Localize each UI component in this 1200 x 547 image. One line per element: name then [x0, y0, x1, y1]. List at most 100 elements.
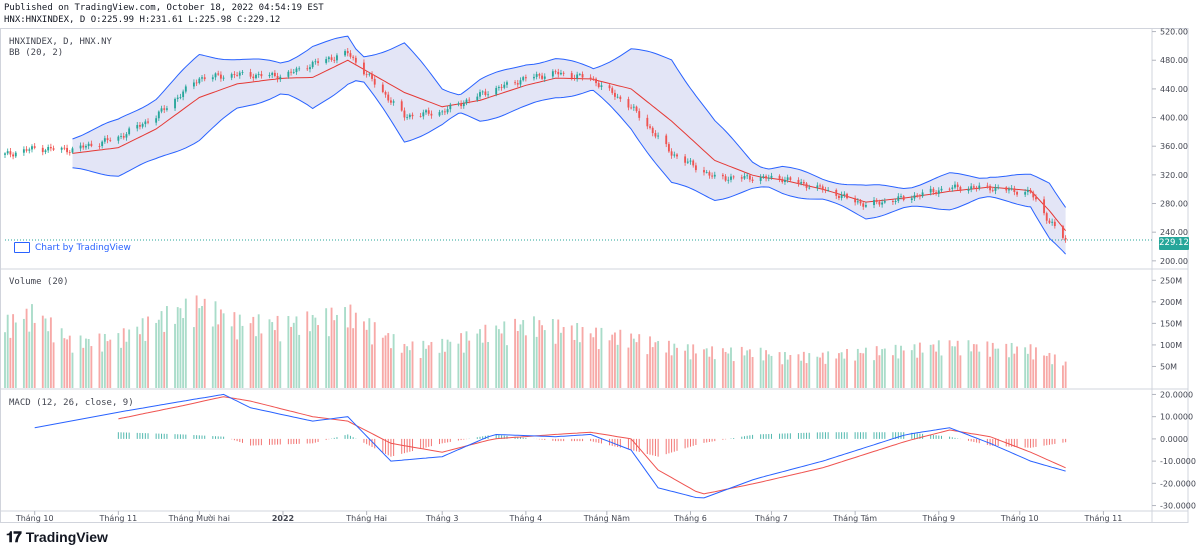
- volume-bar: [805, 363, 808, 388]
- volume-bar: [344, 307, 346, 388]
- volume-bar: [635, 342, 638, 388]
- candle-up: [997, 187, 1000, 189]
- volume-bar: [514, 318, 517, 388]
- volume-bar: [894, 344, 897, 388]
- volume-bar: [570, 325, 573, 388]
- volume-bar: [840, 352, 843, 388]
- volume-bar: [260, 333, 263, 388]
- volume-bar: [28, 331, 31, 388]
- volume-bar: [14, 322, 17, 388]
- candle-up: [71, 148, 74, 153]
- price-tick-label: 200.00: [1160, 257, 1188, 266]
- candle-up: [705, 172, 708, 173]
- volume-bar: [797, 354, 800, 388]
- candle-up: [1024, 192, 1027, 195]
- candle-up: [519, 80, 522, 85]
- candle-up: [176, 97, 179, 99]
- candle-up: [689, 160, 692, 162]
- candle-down: [765, 176, 768, 179]
- candle-down: [217, 73, 220, 75]
- candle-down: [989, 185, 992, 191]
- price-tick-label: 400.00: [1160, 114, 1188, 123]
- macd-line: [34, 393, 1066, 499]
- candle-down: [619, 96, 622, 100]
- price-tick-label: 520.00: [1160, 28, 1188, 37]
- volume-bar: [751, 357, 754, 388]
- macd-tick-label: -30.0000: [1160, 502, 1196, 511]
- volume-bar: [309, 331, 311, 388]
- volume-bar: [918, 342, 921, 388]
- volume-bar: [802, 351, 805, 388]
- candle-up: [894, 200, 897, 203]
- volume-bar: [967, 340, 970, 388]
- volume-bar: [457, 343, 460, 388]
- candle-down: [918, 195, 921, 197]
- time-tick-label: Tháng 4: [509, 514, 543, 523]
- volume-bar: [408, 350, 411, 388]
- volume-bar: [9, 337, 12, 388]
- candle-down: [986, 185, 989, 187]
- time-tick-label: Tháng Mười hai: [168, 513, 230, 523]
- volume-bar: [106, 341, 109, 388]
- candle-down: [835, 189, 838, 196]
- volume-bar: [835, 358, 838, 388]
- candle-down: [1013, 188, 1016, 193]
- candle-up: [457, 103, 460, 105]
- volume-bar: [144, 340, 147, 388]
- candle-down: [1035, 197, 1037, 200]
- candle-down: [878, 201, 881, 205]
- volume-bar: [821, 352, 824, 388]
- candle-down: [33, 146, 36, 148]
- symbol-line: HNX:HNXINDEX, D O:225.99 H:231.61 L:225.…: [4, 15, 281, 25]
- volume-bar: [654, 342, 657, 388]
- candle-up: [117, 136, 120, 141]
- candle-down: [249, 72, 252, 77]
- volume-bar: [443, 351, 446, 388]
- volume-bar: [184, 298, 187, 388]
- volume-bar: [1043, 355, 1045, 388]
- volume-bar: [117, 333, 120, 388]
- candle-up: [856, 201, 859, 203]
- volume-bar: [222, 313, 225, 388]
- volume-tick-label: 50M: [1160, 362, 1177, 371]
- volume-bar: [913, 344, 916, 388]
- volume-bar: [109, 339, 112, 388]
- volume-bar: [649, 336, 651, 388]
- candle-up: [179, 97, 182, 98]
- candle-down: [694, 165, 697, 171]
- tradingview-brand[interactable]: 𝟏𝟕 TradingView: [6, 528, 108, 546]
- volume-bar: [411, 341, 414, 388]
- candle-up: [481, 91, 484, 93]
- candle-up: [28, 149, 31, 151]
- volume-bar: [155, 322, 158, 388]
- volume-bar: [363, 321, 365, 388]
- candle-up: [449, 104, 452, 110]
- candle-down: [419, 116, 422, 117]
- candle-up: [4, 153, 6, 155]
- candle-down: [147, 121, 149, 123]
- volume-bar: [276, 315, 279, 388]
- candle-up: [770, 175, 773, 178]
- candle-up: [921, 192, 924, 197]
- volume-bar: [449, 341, 452, 388]
- volume-bar: [325, 308, 328, 388]
- candle-down: [854, 198, 857, 203]
- candle-up: [808, 187, 811, 189]
- volume-bar: [670, 355, 673, 388]
- candle-up: [214, 73, 217, 78]
- chart-icon: [14, 242, 30, 253]
- volume-bar: [873, 360, 875, 388]
- chart-by-tradingview[interactable]: Chart by TradingView: [14, 242, 131, 253]
- candle-up: [6, 151, 9, 154]
- volume-bar: [255, 336, 257, 388]
- volume-bar: [182, 318, 185, 388]
- candle-down: [646, 117, 649, 127]
- time-tick-label: Tháng 10: [15, 514, 54, 523]
- volume-bar: [128, 329, 131, 388]
- volume-bar: [997, 348, 1000, 388]
- candle-up: [309, 67, 311, 70]
- volume-bar: [427, 345, 430, 388]
- volume-bar: [956, 340, 959, 388]
- volume-bar: [141, 318, 144, 388]
- volume-bar: [611, 334, 614, 388]
